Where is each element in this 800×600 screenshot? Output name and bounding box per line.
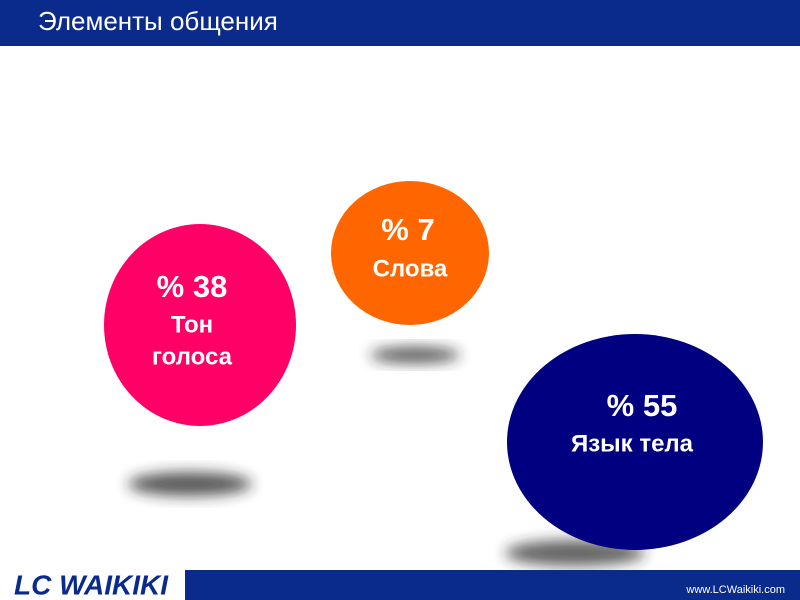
label: голоса — [152, 343, 233, 370]
label: Тон — [171, 311, 213, 338]
percent: % 55 — [607, 388, 678, 423]
percent: % 7 — [381, 212, 434, 247]
slide-title: Элементы общения — [38, 6, 278, 36]
percent: % 38 — [157, 269, 228, 304]
shadow — [128, 472, 252, 496]
circle-navy — [507, 334, 763, 550]
logo: LC WAIKIKI — [14, 569, 169, 600]
footer-url: www.LCWaikiki.com — [685, 584, 785, 596]
shadow — [370, 347, 460, 363]
circle-orange — [331, 181, 489, 325]
header-bar — [0, 0, 800, 46]
footer-bar — [185, 570, 800, 600]
circle-pink — [104, 224, 296, 426]
label: Язык тела — [571, 430, 694, 457]
label: Слова — [373, 255, 448, 282]
